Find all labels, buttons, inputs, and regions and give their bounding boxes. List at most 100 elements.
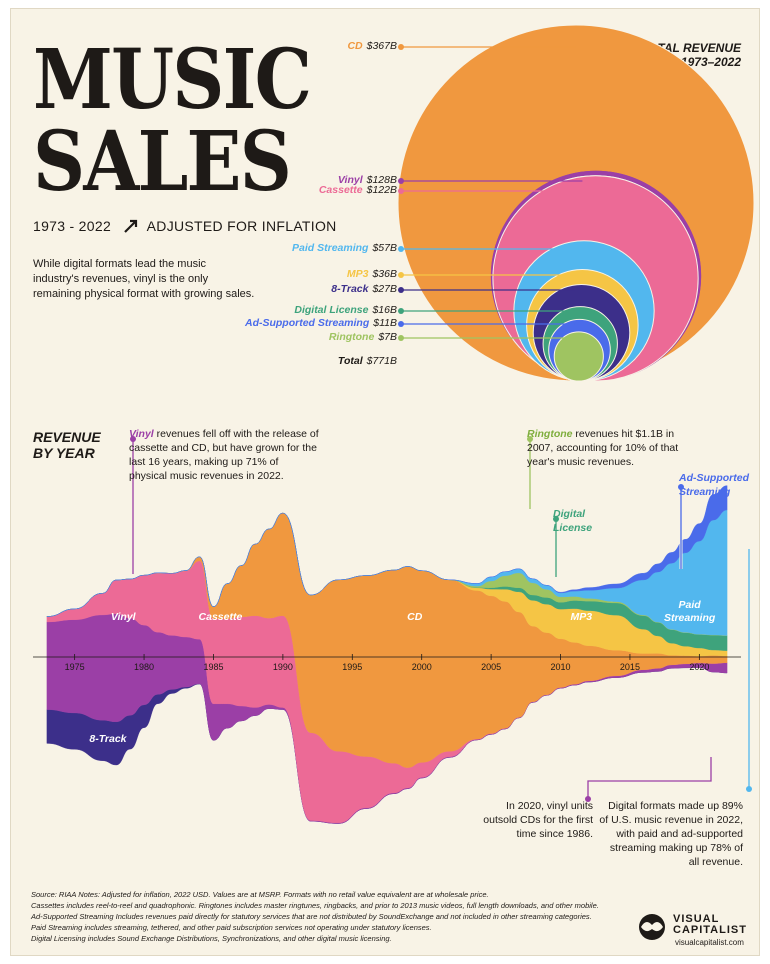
x-tick-label: 2000 xyxy=(411,662,432,672)
leader-vinyl-outsold xyxy=(587,757,712,799)
bubble-leader-dot-vinyl xyxy=(398,178,404,184)
annotation-ad-supported: Ad-Supported Streaming xyxy=(679,471,749,499)
x-tick-label: 1980 xyxy=(134,662,155,672)
annotation-ad-supported-line1: Ad-Supported xyxy=(679,472,749,484)
bubble-leader-dot-cassette xyxy=(398,188,404,194)
visual-capitalist-logo-icon xyxy=(639,914,665,940)
footer-note: Paid Streaming includes streaming, tethe… xyxy=(31,923,432,932)
bubble-label-cassette: Cassette $122B xyxy=(177,184,397,196)
annotation-ringtone: Ringtone revenues hit $1.1B in 2007, acc… xyxy=(527,427,697,469)
bubble-label-name: Cassette xyxy=(318,184,363,196)
bubble-label-8-track: 8-Track $27B xyxy=(177,283,397,295)
bubble-label-name: Vinyl xyxy=(337,174,363,186)
title-line-2: SALES xyxy=(33,114,292,210)
bubble-ringtone-fill xyxy=(553,331,604,382)
area-label-cd: CD xyxy=(407,611,423,623)
leader-ringtone-dot xyxy=(527,436,533,442)
title-line-1: MUSIC xyxy=(33,32,312,128)
bubble-leader-dot-mp3 xyxy=(398,272,404,278)
total-revenue-title-line2: 1973–2022 xyxy=(680,55,741,69)
bubble-label-name: Digital License xyxy=(294,304,369,316)
brand-name: VISUAL CAPITALIST xyxy=(673,914,747,936)
bubble-leader-dot-paid-streaming xyxy=(398,246,404,252)
adjusted-label: ADJUSTED FOR INFLATION xyxy=(146,218,337,234)
intro-text: While digital formats lead the music ind… xyxy=(33,258,255,300)
footer-note: Digital Licensing includes Sound Exchang… xyxy=(31,934,392,943)
leader-digital-formats-dot xyxy=(746,786,752,792)
annotation-vinyl-outsold-cds: In 2020, vinyl units outsold CDs for the… xyxy=(483,800,593,840)
brand-name-line2: CAPITALIST xyxy=(673,924,747,936)
area-label-vinyl: Vinyl xyxy=(110,611,136,623)
leader-ad-supported-dot xyxy=(678,484,684,490)
bubble-leader-dot-ad-supported-streaming xyxy=(398,321,404,327)
years-range: 1973 - 2022 xyxy=(33,218,112,234)
bubble-label-vinyl: Vinyl $128B xyxy=(177,174,397,186)
footer-notes: Source: RIAA Notes: Adjusted for inflati… xyxy=(31,889,621,944)
leader-vinyl-outsold-dot xyxy=(585,796,591,802)
bubble-total-row: Total $771B xyxy=(177,355,397,367)
annotation-vinyl-bold: Vinyl xyxy=(129,428,154,440)
area-ad-supported-streaming xyxy=(46,485,728,617)
bubble-label-name: 8-Track xyxy=(331,283,369,295)
area-label-cassette: Cassette xyxy=(198,611,243,623)
brand-url: visualcapitalist.com xyxy=(675,938,744,947)
bubble-label-value: $57B xyxy=(372,242,397,254)
bubble-label-value: $122B xyxy=(366,184,397,196)
bubble-total-value: $771B xyxy=(366,355,397,367)
bubble-label-value: $11B xyxy=(373,317,397,329)
revenue-by-year-title-line1: REVENUE xyxy=(33,429,101,445)
footer-note: Source: RIAA Notes: Adjusted for inflati… xyxy=(31,890,489,899)
annotation-ringtone-text: revenues hit $1.1B in 2007, accounting f… xyxy=(527,428,679,468)
bubble-label-name: Ad-Supported Streaming xyxy=(244,317,370,329)
bubble-label-value: $16B xyxy=(372,304,397,316)
bubble-label-name: Ringtone xyxy=(328,331,375,343)
x-tick-label: 1985 xyxy=(203,662,224,672)
area-label-paid-streaming: Paid Streaming xyxy=(663,599,716,624)
annotation-digital-license-line1: Digital xyxy=(553,508,586,520)
bubble-label-ad-supported-streaming: Ad-Supported Streaming $11B xyxy=(177,317,397,329)
leader-vinyl-dot xyxy=(130,436,136,442)
area-label-mp3: MP3 xyxy=(570,611,593,623)
bubble-label-name: CD xyxy=(347,40,363,52)
x-tick-label: 1990 xyxy=(272,662,293,672)
years-subtitle: 1973 - 2022 ADJUSTED FOR INFLATION xyxy=(33,218,337,234)
revenue-by-year-title-line2: BY YEAR xyxy=(33,445,95,461)
area-label-8-track: 8-Track xyxy=(89,733,127,745)
bubble-label-value: $367B xyxy=(366,40,397,52)
annotation-ad-supported-line2: Streaming xyxy=(679,486,731,498)
annotation-vinyl: Vinyl revenues fell off with the release… xyxy=(129,427,319,483)
bubble-label-mp3: MP3 $36B xyxy=(177,268,397,280)
bubble-label-digital-license: Digital License $16B xyxy=(177,304,397,316)
bubble-label-name: Paid Streaming xyxy=(292,242,369,254)
bubble-leader-dot-cd xyxy=(398,44,404,50)
arrow-icon xyxy=(124,219,138,233)
bubble-label-value: $36B xyxy=(372,268,397,280)
revenue-by-year-title: REVENUE BY YEAR xyxy=(33,429,101,461)
infographic-poster: MUSIC SALES 1973 - 2022 ADJUSTED FOR INF… xyxy=(10,8,760,956)
x-tick-label: 2005 xyxy=(481,662,502,672)
annotation-ringtone-bold: Ringtone xyxy=(527,428,573,440)
bubble-chart xyxy=(397,24,755,382)
bubble-leader-dot-digital-license xyxy=(398,308,404,314)
brand-name-line1: VISUAL xyxy=(673,913,720,925)
bubble-label-name: MP3 xyxy=(346,268,369,280)
stream-chart xyxy=(33,436,752,824)
bubble-label-value: $7B xyxy=(378,331,397,343)
x-tick-label: 1995 xyxy=(342,662,363,672)
annotation-vinyl-text: revenues fell off with the release of ca… xyxy=(129,428,319,482)
leader-digital-license-dot xyxy=(553,516,559,522)
bubble-total-label: Total xyxy=(337,355,363,367)
annotation-digital-formats: Digital formats made up 89% of U.S. musi… xyxy=(599,800,743,868)
bubble-label-value: $27B xyxy=(372,283,397,295)
bubble-label-value: $128B xyxy=(366,174,397,186)
bubble-leader-dot-8-track xyxy=(398,287,404,293)
footer-note: Cassettes includes reel-to-reel and quad… xyxy=(31,901,599,910)
footer-note: Ad-Supported Streaming Includes revenues… xyxy=(31,912,592,921)
x-tick-label: 1975 xyxy=(64,662,85,672)
bubble-label-paid-streaming: Paid Streaming $57B xyxy=(177,242,397,254)
annotation-digital-license: Digital License xyxy=(553,507,592,535)
bubble-label-cd: CD $367B xyxy=(177,40,397,52)
annotation-digital-license-line2: License xyxy=(553,522,593,534)
x-tick-label: 2020 xyxy=(689,662,710,672)
x-tick-label: 2015 xyxy=(619,662,640,672)
